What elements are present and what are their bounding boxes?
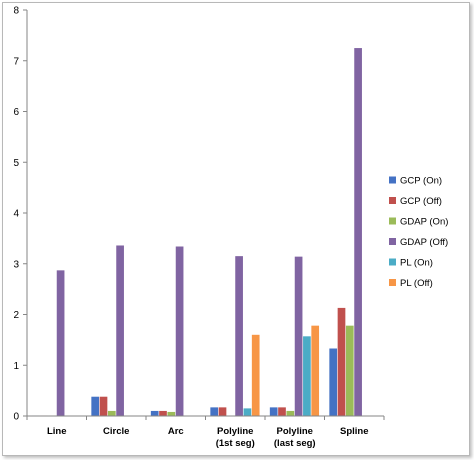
- y-tick-label: 2: [13, 310, 19, 321]
- bar-gdap-on: [345, 325, 354, 416]
- legend-label: GCP (On): [400, 176, 442, 187]
- legend-label: GCP (Off): [400, 196, 442, 207]
- x-category-label: Line: [47, 426, 67, 437]
- bar-gcp-off: [159, 410, 167, 416]
- bar-gdap-on: [107, 410, 116, 416]
- bars: [31, 48, 362, 417]
- bar-gdap-on: [286, 410, 295, 416]
- bar-gdap-off: [56, 270, 65, 416]
- y-tick-label: 6: [13, 107, 19, 118]
- bar-gdap-off: [294, 256, 303, 416]
- bar-gcp-off: [278, 407, 286, 416]
- legend-swatch: [389, 238, 396, 245]
- bar-gcp-off: [99, 396, 108, 416]
- y-tick-label: 5: [13, 158, 19, 169]
- bar-gdap-off: [175, 246, 184, 416]
- bar-gcp-on: [210, 407, 219, 416]
- bar-gcp-on: [269, 407, 278, 416]
- bar-pl-on: [243, 408, 252, 416]
- bar-gdap-off: [354, 48, 362, 417]
- bar-gdap-off: [116, 245, 124, 416]
- legend-swatch: [389, 217, 396, 225]
- x-category-label: (1st seg): [216, 438, 255, 449]
- legend-swatch: [389, 258, 396, 266]
- y-tick-label: 7: [13, 56, 19, 67]
- legend-label: PL (On): [400, 258, 433, 269]
- y-axis: 0 1 2 3 4 5 6 7 8: [13, 6, 28, 423]
- x-category-label: Polyline: [277, 426, 313, 437]
- bar-pl-off: [311, 325, 320, 416]
- legend-swatch: [389, 197, 396, 204]
- y-tick-label: 0: [13, 412, 19, 423]
- x-category-label: Spline: [340, 426, 369, 437]
- bar-gcp-off: [218, 407, 227, 416]
- bar-gdap-on: [167, 411, 176, 416]
- legend-label: GDAP (On): [400, 217, 448, 228]
- legend-label: GDAP (Off): [400, 237, 448, 248]
- bar-gcp-on: [150, 410, 159, 416]
- bar-pl-on: [303, 336, 311, 416]
- x-category-label: Circle: [103, 426, 129, 437]
- x-category-label: (last seg): [274, 438, 316, 449]
- legend: GCP (On) GCP (Off) GDAP (On) GDAP (Off) PL (…: [389, 176, 448, 289]
- y-tick-label: 4: [13, 209, 19, 220]
- bar-gcp-on: [91, 396, 100, 416]
- bar-gcp-on: [329, 348, 338, 416]
- y-tick-label: 8: [13, 6, 19, 17]
- bar-gdap-off: [235, 256, 243, 416]
- x-category-label: Polyline: [217, 426, 253, 437]
- bar-pl-off: [251, 334, 260, 416]
- x-axis: Line Circle Arc Polyline(1st seg)Polyline(l…: [26, 415, 385, 449]
- legend-label: PL (Off): [400, 278, 433, 289]
- bar-gcp-off: [337, 307, 346, 416]
- y-tick-label: 1: [13, 361, 19, 372]
- legend-swatch: [389, 279, 396, 286]
- y-tick-label: 3: [13, 259, 19, 270]
- legend-swatch: [389, 176, 396, 184]
- x-category-label: Arc: [168, 426, 184, 437]
